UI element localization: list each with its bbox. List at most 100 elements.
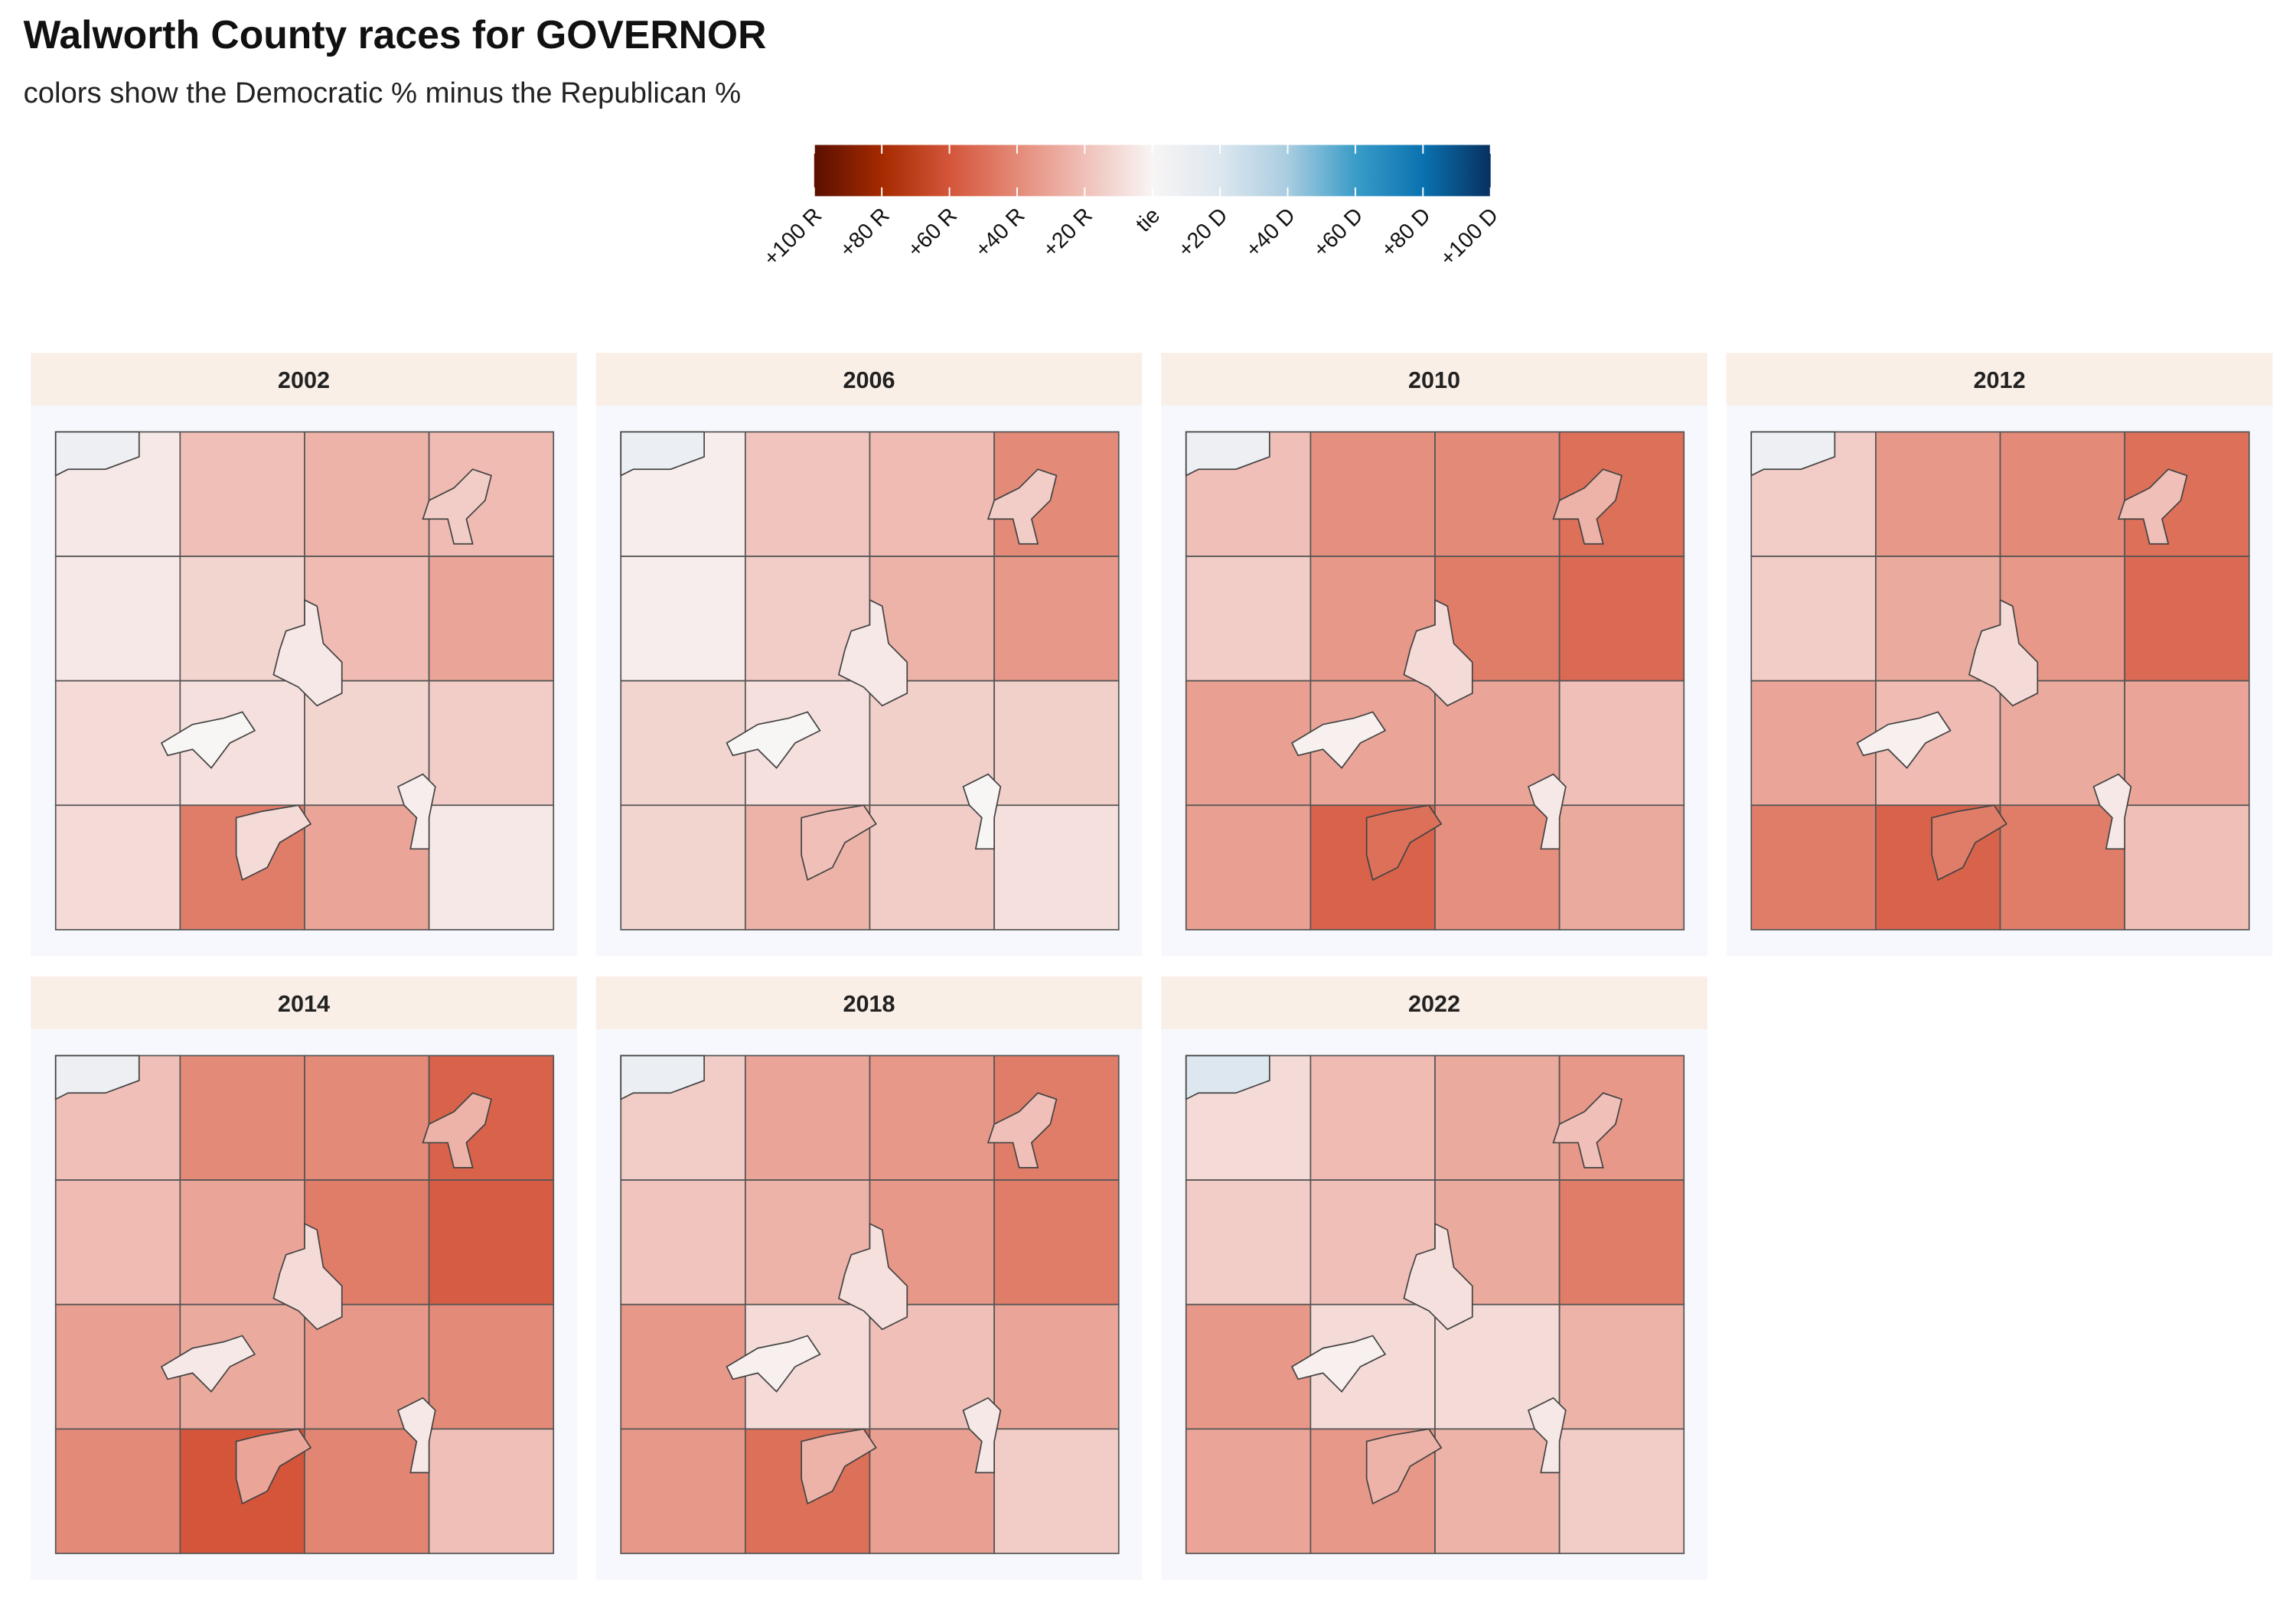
township <box>620 1303 746 1430</box>
township <box>1309 431 1436 557</box>
legend-label: +40 R <box>970 203 1029 262</box>
legend-label: +60 D <box>1309 203 1368 262</box>
township <box>304 804 430 931</box>
panel-header <box>1726 353 2273 406</box>
township <box>54 1179 181 1305</box>
township <box>1558 1303 1685 1430</box>
panel-header <box>1161 976 1707 1030</box>
municipality <box>160 711 256 769</box>
township <box>1558 804 1685 931</box>
municipality <box>160 1335 256 1393</box>
township <box>1434 804 1561 931</box>
township <box>1185 1303 1312 1430</box>
township <box>1558 1428 1685 1554</box>
municipality <box>1856 711 1952 769</box>
municipality <box>1528 773 1567 850</box>
township <box>869 1428 995 1554</box>
municipality <box>422 1092 492 1169</box>
municipality <box>962 773 1002 850</box>
chart-title: Walworth County races for GOVERNOR <box>24 12 767 57</box>
panel-title: 2014 <box>278 991 330 1017</box>
legend-label: +100 D <box>1436 203 1504 271</box>
township <box>869 804 995 931</box>
municipality <box>1403 598 1473 707</box>
panel-title: 2018 <box>843 991 895 1017</box>
municipality <box>987 1092 1058 1169</box>
township <box>428 680 555 807</box>
township <box>1558 1179 1685 1305</box>
municipality <box>272 1222 343 1331</box>
township <box>1434 431 1561 557</box>
legend-label: +60 R <box>903 203 962 262</box>
township <box>179 1054 305 1181</box>
township <box>304 431 430 557</box>
township <box>1185 1428 1312 1554</box>
township <box>2124 680 2250 807</box>
municipality <box>1528 1397 1567 1474</box>
municipality <box>396 1397 436 1474</box>
township <box>620 1179 746 1305</box>
municipality <box>235 804 312 882</box>
municipality <box>726 711 821 769</box>
municipality <box>726 1335 821 1393</box>
township <box>1185 556 1312 682</box>
municipality <box>962 1397 1002 1474</box>
municipality <box>801 804 877 882</box>
township <box>2124 804 2250 931</box>
township <box>304 1428 430 1554</box>
municipality <box>272 598 343 707</box>
township <box>620 804 746 931</box>
municipality <box>54 431 140 477</box>
township <box>993 804 1120 931</box>
municipality <box>422 468 492 545</box>
municipality <box>801 1428 877 1505</box>
township <box>1750 680 1877 807</box>
panel-header <box>31 976 577 1030</box>
township <box>620 1428 746 1554</box>
township <box>1750 556 1877 682</box>
township <box>54 680 181 807</box>
township <box>54 1303 181 1430</box>
panel: 2022 <box>1161 976 1707 1580</box>
township <box>1558 556 1685 682</box>
township <box>1558 680 1685 807</box>
legend-label: +20 D <box>1173 203 1232 262</box>
legend-label: +100 R <box>759 203 827 271</box>
township <box>428 1179 555 1305</box>
township <box>54 556 181 682</box>
municipality <box>1552 468 1623 545</box>
municipality <box>235 1428 312 1505</box>
legend-label: +80 D <box>1376 203 1435 262</box>
township <box>1185 1179 1312 1305</box>
township <box>1434 1428 1561 1554</box>
township <box>993 556 1120 682</box>
municipality <box>1365 1428 1443 1505</box>
township <box>304 1054 430 1181</box>
municipality <box>1290 711 1387 769</box>
legend-label: +80 R <box>835 203 894 262</box>
township <box>993 1303 1120 1430</box>
municipality <box>54 1054 140 1100</box>
township <box>993 680 1120 807</box>
municipality <box>1365 804 1443 882</box>
township <box>428 556 555 682</box>
township <box>428 1303 555 1430</box>
legend-label: +20 R <box>1038 203 1097 262</box>
township <box>428 1428 555 1554</box>
municipality <box>1552 1092 1623 1169</box>
municipality <box>1931 804 2007 882</box>
panel-header <box>31 353 577 406</box>
panel-title: 2022 <box>1408 991 1460 1017</box>
panel-header <box>595 353 1143 406</box>
municipality <box>1750 431 1836 477</box>
municipality <box>1290 1335 1387 1393</box>
legend-label: +40 D <box>1241 203 1300 262</box>
panel-title: 2010 <box>1408 367 1460 393</box>
township <box>1185 804 1312 931</box>
panel-title: 2012 <box>1974 367 2026 393</box>
chart-subtitle: colors show the Democratic % minus the R… <box>24 77 742 109</box>
township <box>1309 1054 1436 1181</box>
municipality <box>2092 773 2132 850</box>
panel: 2018 <box>595 976 1143 1580</box>
